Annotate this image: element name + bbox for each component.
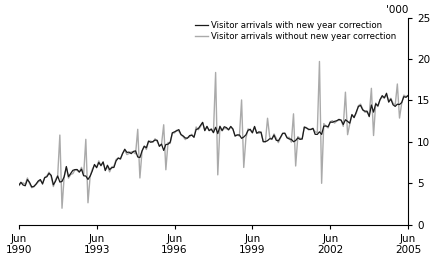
Text: '000: '000: [386, 5, 408, 15]
Legend: Visitor arrivals with new year correction, Visitor arrivals without new year cor: Visitor arrivals with new year correctio…: [191, 18, 400, 44]
